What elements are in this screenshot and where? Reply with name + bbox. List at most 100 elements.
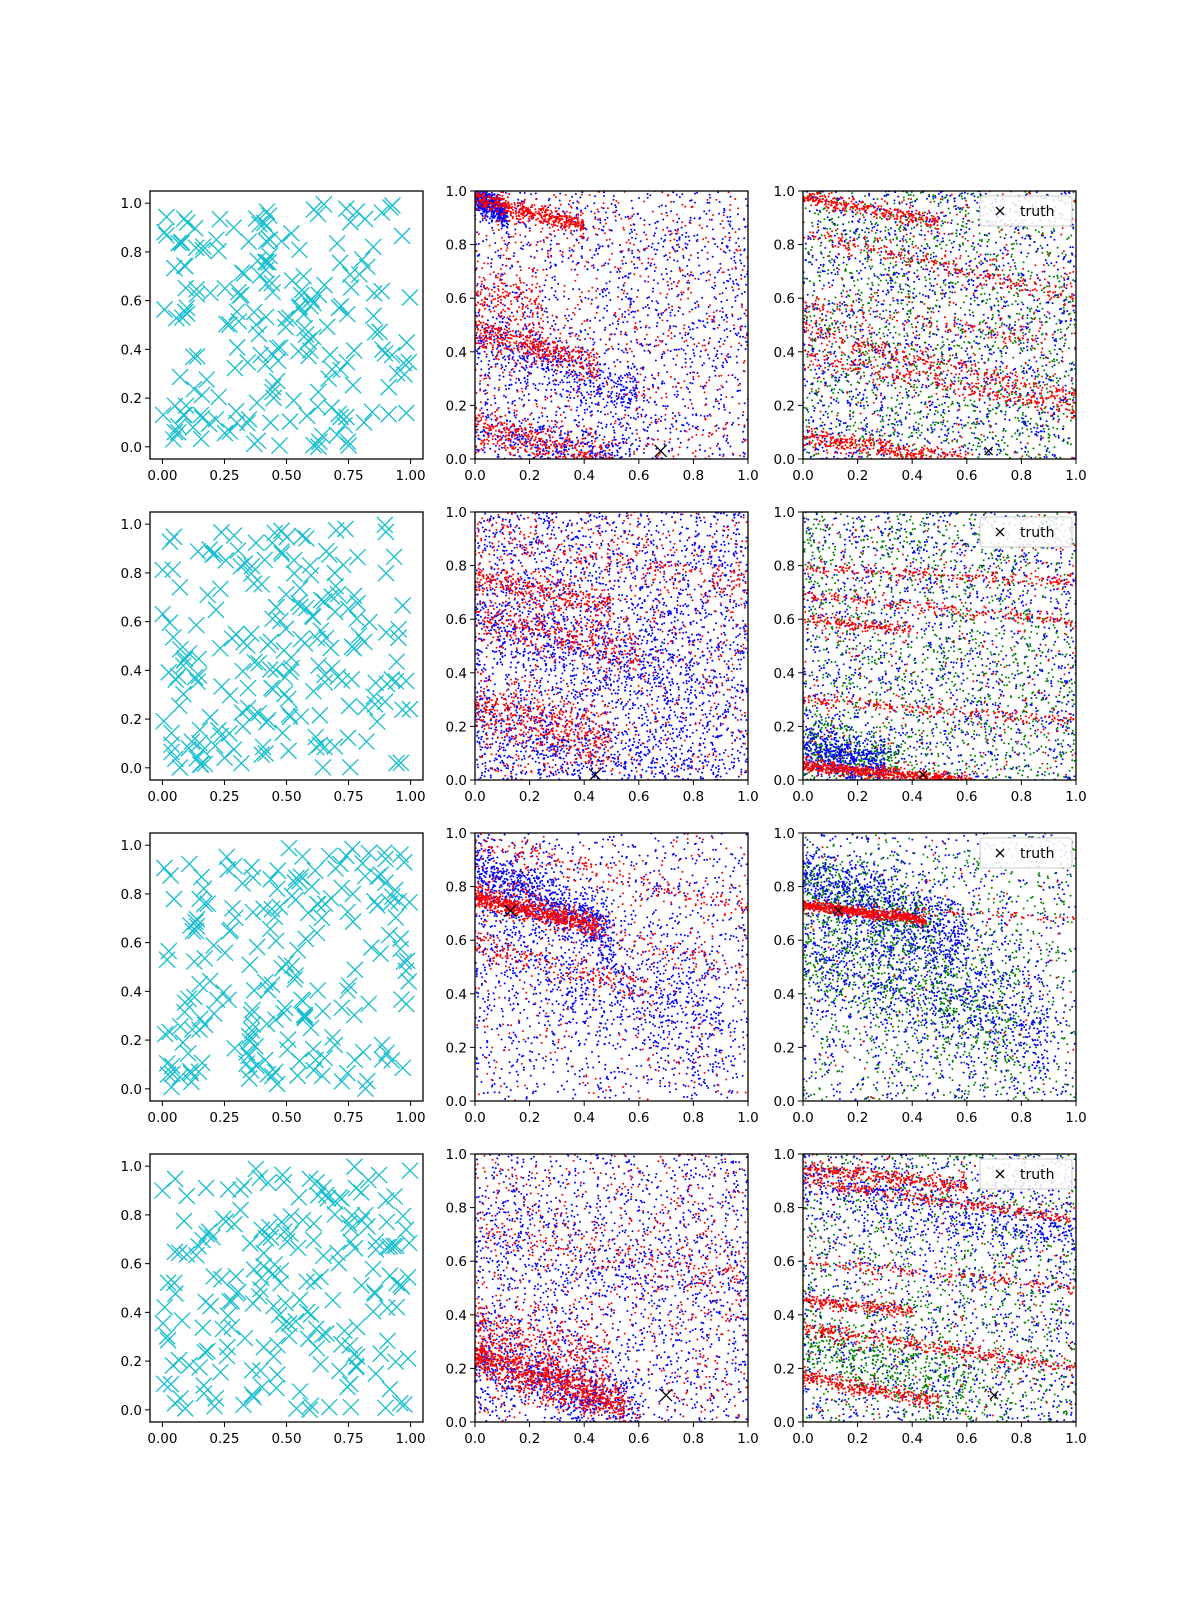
data-point (479, 431, 482, 434)
data-point (485, 211, 488, 214)
data-point (551, 441, 554, 444)
data-point (577, 350, 579, 352)
x-tick-label: 1.0 (737, 468, 758, 484)
data-point (169, 423, 187, 441)
data-point (675, 244, 678, 246)
data-point (513, 411, 516, 414)
data-point (595, 433, 597, 436)
data-point (737, 237, 740, 240)
data-point (718, 447, 721, 450)
data-point (547, 445, 550, 448)
data-point (648, 296, 651, 299)
data-point (211, 210, 229, 228)
data-point (642, 368, 645, 371)
data-point (643, 249, 646, 252)
data-point (684, 224, 687, 227)
data-point (731, 227, 734, 230)
data-point (627, 397, 630, 400)
data-point (723, 339, 726, 342)
data-point (598, 355, 601, 358)
data-point (611, 401, 614, 404)
data-point (480, 280, 483, 283)
data-point (741, 325, 744, 328)
data-point (566, 237, 569, 240)
data-point (638, 406, 641, 409)
data-point (485, 204, 488, 207)
data-point (697, 256, 700, 259)
data-point (736, 213, 739, 216)
data-point (523, 443, 526, 446)
data-point (736, 282, 738, 285)
data-point (582, 397, 585, 399)
data-point (579, 383, 582, 386)
data-point (677, 293, 680, 296)
data-point (676, 249, 679, 252)
data-point (528, 227, 531, 230)
data-point (706, 317, 709, 320)
data-point (598, 386, 601, 389)
data-point (500, 221, 503, 223)
data-point (632, 300, 635, 303)
data-point (176, 406, 193, 424)
data-point (638, 258, 641, 261)
data-point (528, 440, 531, 443)
data-point (489, 217, 491, 220)
data-point (682, 313, 685, 316)
data-point (654, 414, 657, 417)
data-point (575, 436, 578, 439)
data-point (523, 441, 526, 444)
data-point (668, 288, 671, 291)
data-point (512, 283, 515, 286)
data-point (632, 375, 635, 378)
data-point (297, 326, 315, 343)
data-point (657, 242, 660, 245)
data-point (551, 276, 554, 279)
data-point (699, 355, 702, 358)
data-point (534, 271, 537, 274)
data-point (671, 449, 673, 452)
data-point (332, 408, 350, 426)
data-point (506, 321, 509, 324)
data-point (587, 362, 590, 365)
data-point (700, 272, 702, 275)
data-point (531, 347, 534, 350)
data-point (535, 352, 537, 355)
data-point (598, 227, 601, 230)
data-point (669, 233, 672, 236)
data-point (616, 449, 619, 452)
data-point (614, 382, 617, 385)
data-point (549, 266, 552, 269)
data-point (703, 210, 706, 213)
data-point (610, 453, 613, 456)
data-point (697, 319, 700, 322)
data-point (476, 417, 479, 420)
data-point (639, 326, 642, 329)
data-point (519, 425, 522, 428)
data-point (628, 371, 631, 374)
data-point (543, 205, 546, 208)
data-point (606, 383, 609, 386)
data-point (485, 353, 488, 356)
data-point (545, 367, 548, 370)
data-point (497, 249, 500, 252)
data-point (607, 396, 610, 399)
data-point (173, 234, 191, 252)
data-point (718, 212, 720, 215)
data-point (547, 377, 550, 380)
data-point (498, 342, 501, 344)
data-point (728, 223, 731, 226)
data-point (615, 385, 618, 388)
data-point (562, 452, 565, 454)
data-point (714, 365, 717, 368)
y-tick-label: 0.4 (121, 342, 142, 358)
data-point (737, 332, 740, 335)
data-point (529, 444, 532, 447)
data-point (581, 322, 583, 325)
data-point (595, 373, 598, 376)
data-point (277, 318, 294, 336)
data-point (591, 362, 594, 365)
data-point (541, 227, 544, 230)
data-point (546, 249, 549, 252)
data-point (533, 256, 536, 259)
data-point (501, 423, 504, 425)
